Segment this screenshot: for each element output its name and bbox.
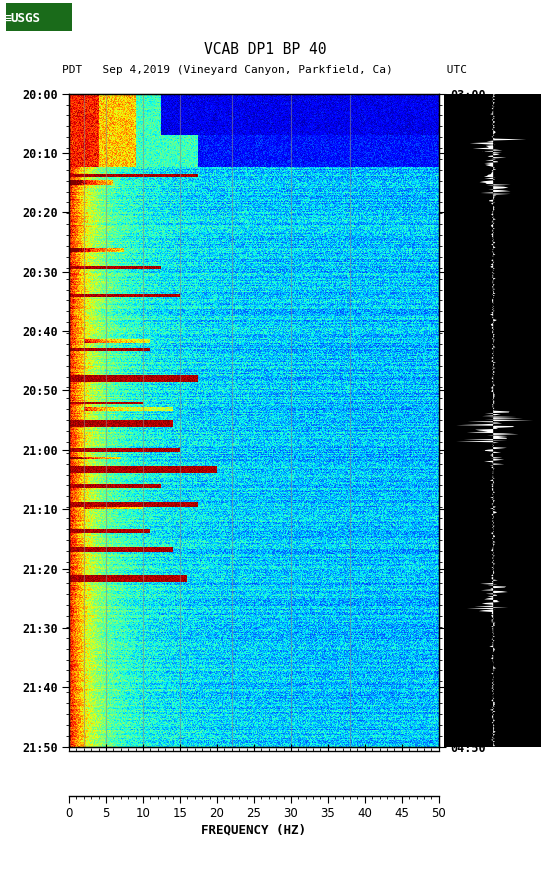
Text: USGS: USGS	[11, 12, 41, 25]
X-axis label: FREQUENCY (HZ): FREQUENCY (HZ)	[201, 823, 306, 836]
Text: VCAB DP1 BP 40: VCAB DP1 BP 40	[204, 42, 326, 56]
Text: ≡: ≡	[2, 11, 12, 26]
Text: PDT   Sep 4,2019 (Vineyard Canyon, Parkfield, Ca)        UTC: PDT Sep 4,2019 (Vineyard Canyon, Parkfie…	[62, 65, 468, 76]
